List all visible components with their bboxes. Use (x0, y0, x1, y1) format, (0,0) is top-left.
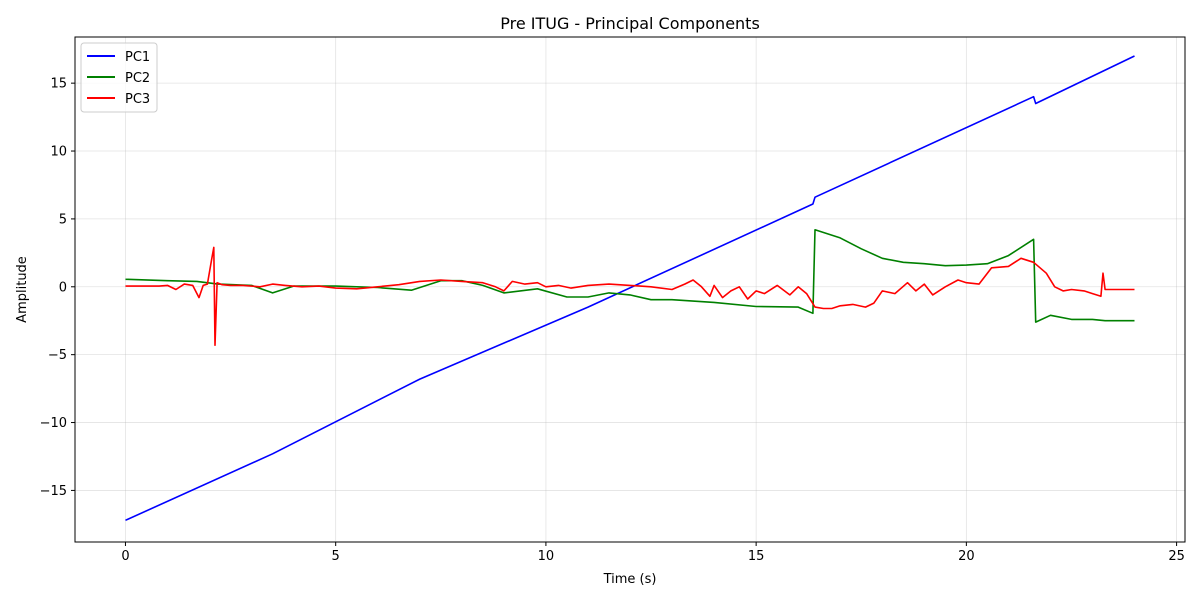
series-line-pc1 (125, 55, 1135, 522)
chart-title: Pre ITUG - Principal Components (500, 14, 760, 33)
x-tick-label: 15 (748, 549, 765, 564)
grid (75, 37, 1185, 542)
legend-box (80, 42, 158, 113)
legend-label-pc2: PC2 (125, 71, 150, 86)
x-tick-label: 0 (121, 549, 129, 564)
y-tick-label: −10 (40, 416, 67, 431)
x-tick-label: 10 (538, 549, 555, 564)
x-tick-label: 5 (332, 549, 340, 564)
series-line-pc3 (125, 246, 1135, 347)
plot-area-frame (74, 36, 1186, 543)
y-tick-label: 0 (59, 280, 67, 295)
series-line-pc2 (125, 229, 1135, 323)
y-tick-label: 15 (50, 77, 67, 92)
legend: PC1 PC2 PC3 (80, 42, 158, 113)
y-tick-label: 5 (59, 212, 67, 227)
axis-ticks: 0 5 10 15 20 25 −15 −10 −5 0 5 10 15 (40, 77, 1185, 564)
x-tick-label: 20 (958, 549, 975, 564)
y-axis-label: Amplitude (15, 256, 30, 323)
legend-label-pc1: PC1 (125, 50, 150, 65)
legend-label-pc3: PC3 (125, 92, 150, 107)
y-tick-label: −15 (40, 484, 67, 499)
x-tick-label: 25 (1168, 549, 1185, 564)
y-tick-label: −5 (48, 348, 67, 363)
y-tick-label: 10 (50, 145, 67, 160)
series-lines (125, 55, 1135, 522)
x-axis-label: Time (s) (603, 572, 657, 587)
